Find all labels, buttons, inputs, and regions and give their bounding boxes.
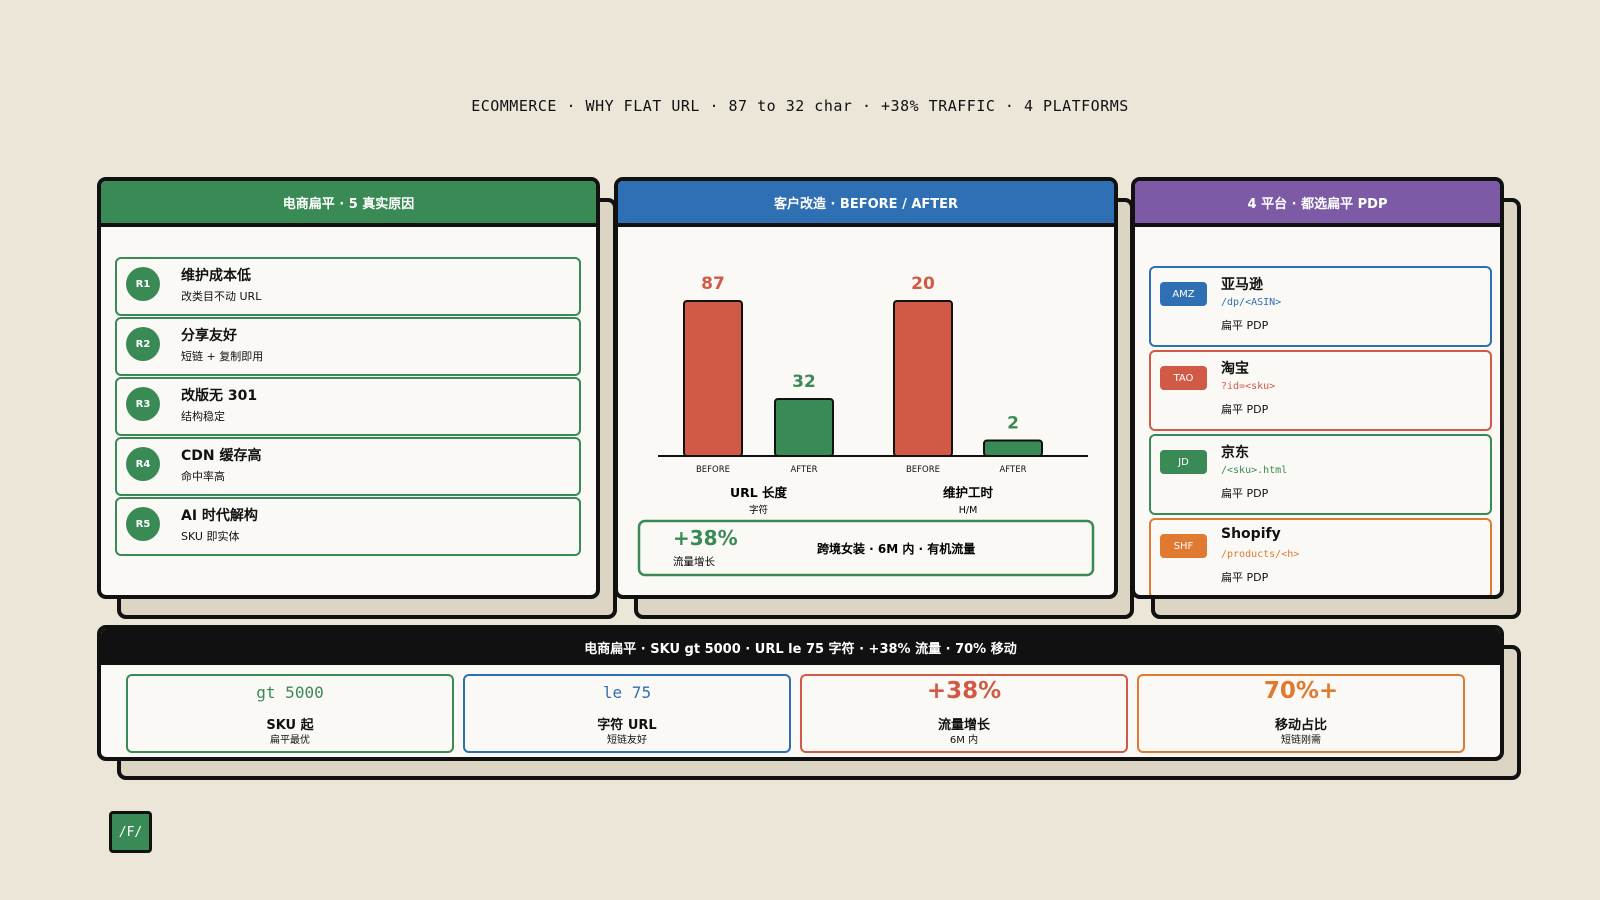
reason-badge: R2 bbox=[126, 327, 160, 361]
bar bbox=[683, 300, 743, 457]
stat-value: gt 5000 bbox=[256, 683, 324, 702]
reason-card: R5 AI 时代解构 SKU 即实体 bbox=[115, 497, 581, 556]
panel-title: 电商扁平 · SKU gt 5000 · URL le 75 字符 · +38%… bbox=[101, 629, 1500, 665]
bar-value: 20 bbox=[911, 274, 935, 294]
callout-label: 流量增长 bbox=[673, 555, 715, 568]
bar-label: BEFORE bbox=[696, 465, 730, 475]
platform-path: /dp/<ASIN> bbox=[1221, 297, 1282, 308]
platform-badge: JD bbox=[1160, 450, 1207, 474]
platform-card: SHF Shopify/products/<h> 扁平 PDP bbox=[1149, 518, 1492, 595]
platform-path: /<sku>.html bbox=[1221, 465, 1288, 476]
stat-note: 短链刚需 bbox=[1281, 735, 1321, 746]
reason-desc: 短链 + 复制即用 bbox=[181, 350, 264, 363]
bar bbox=[774, 397, 834, 457]
reason-title: CDN 缓存高 bbox=[181, 448, 262, 464]
bar-value: 32 bbox=[792, 372, 816, 392]
platform-card: JD 京东 /<sku>.html 扁平 PDP bbox=[1149, 434, 1492, 515]
platform-note: 扁平 PDP bbox=[1221, 403, 1269, 416]
reason-desc: 改类目不动 URL bbox=[181, 290, 262, 303]
platform-path: ?id=<sku> bbox=[1221, 381, 1276, 392]
stat-label: 移动占比 bbox=[1274, 718, 1327, 733]
callout-box bbox=[637, 519, 1095, 577]
group-unit: 字符 bbox=[749, 504, 768, 516]
bar-value: 87 bbox=[701, 274, 725, 294]
reason-card: R2 分享友好短链 + 复制即用 bbox=[115, 317, 581, 376]
stat-label: 流量增长 bbox=[937, 718, 990, 733]
platform-name: 京东 bbox=[1221, 445, 1249, 461]
reason-card: R3 改版无 301 结构稳定 bbox=[115, 377, 581, 436]
reason-badge: R3 bbox=[126, 387, 160, 421]
group-unit: H/M bbox=[959, 505, 978, 516]
platform-path: /products/<h> bbox=[1221, 549, 1300, 560]
panel-title: 电商扁平 · 5 真实原因 bbox=[101, 181, 596, 227]
stat-label: SKU 起 bbox=[266, 718, 314, 733]
stat-card: le 75 字符 URL 短链友好 bbox=[463, 674, 791, 753]
group-label: 维护工时 bbox=[943, 485, 994, 500]
platform-card: AMZ 亚马逊/dp/<ASIN> 扁平 PDP bbox=[1149, 266, 1492, 347]
reason-desc: 命中率高 bbox=[181, 470, 225, 483]
platform-badge: TAO bbox=[1160, 366, 1207, 390]
stat-label: 字符 URL bbox=[597, 718, 657, 733]
callout-value: +38% bbox=[673, 526, 738, 550]
reason-card: R4 CDN 缓存高 命中率高 bbox=[115, 437, 581, 496]
stat-card: gt 5000 SKU 起扁平最优 bbox=[126, 674, 454, 753]
footer-badge: /F/ bbox=[109, 811, 152, 853]
platform-note: 扁平 PDP bbox=[1221, 487, 1269, 500]
platform-badge: AMZ bbox=[1160, 282, 1207, 306]
bar bbox=[983, 439, 1043, 457]
reason-title: 改版无 301 bbox=[181, 388, 258, 404]
platform-note: 扁平 PDP bbox=[1221, 571, 1269, 584]
callout-desc: 跨境女装 · 6M 内 · 有机流量 bbox=[817, 541, 975, 556]
reason-card: R1 维护成本低改类目不动 URL bbox=[115, 257, 581, 316]
bar-label: AFTER bbox=[999, 465, 1026, 475]
platform-name: 亚马逊 bbox=[1221, 277, 1263, 293]
reason-title: 维护成本低 bbox=[181, 268, 251, 284]
bar-value: 2 bbox=[1007, 414, 1019, 434]
reason-desc: SKU 即实体 bbox=[181, 530, 240, 543]
platforms-panel: 4 平台 · 都选扁平 PDP AMZ 亚马逊/dp/<ASIN> 扁平 PDP TA… bbox=[1131, 177, 1504, 599]
reason-badge: R4 bbox=[126, 447, 160, 481]
platform-badge: SHF bbox=[1160, 534, 1207, 558]
reason-badge: R5 bbox=[126, 507, 160, 541]
stat-value: le 75 bbox=[602, 683, 652, 702]
platform-card: TAO 淘宝 ?id=<sku> 扁平 PDP bbox=[1149, 350, 1492, 431]
platform-note: 扁平 PDP bbox=[1221, 319, 1269, 332]
stat-card: 70%+ 移动占比短链刚需 bbox=[1137, 674, 1465, 753]
stat-value: +38% bbox=[926, 678, 1002, 704]
stat-note: 短链友好 bbox=[607, 735, 647, 746]
stat-note: 扁平最优 bbox=[270, 735, 310, 746]
reason-title: 分享友好 bbox=[181, 328, 237, 344]
stat-card: +38% 流量增长 6M 内 bbox=[800, 674, 1128, 753]
group-label: URL 长度 bbox=[730, 485, 788, 500]
bar bbox=[893, 300, 953, 457]
platform-name: 淘宝 bbox=[1221, 361, 1249, 377]
page-title: ECOMMERCE · WHY FLAT URL · 87 to 32 char… bbox=[471, 97, 1129, 115]
panel-title: 4 平台 · 都选扁平 PDP bbox=[1135, 181, 1500, 227]
reason-desc: 结构稳定 bbox=[181, 410, 225, 423]
reason-title: AI 时代解构 bbox=[181, 508, 258, 524]
platform-name: Shopify bbox=[1221, 526, 1281, 542]
bar-label: BEFORE bbox=[906, 465, 940, 475]
summary-panel: 电商扁平 · SKU gt 5000 · URL le 75 字符 · +38%… bbox=[97, 625, 1504, 761]
reason-badge: R1 bbox=[126, 267, 160, 301]
bar-label: AFTER bbox=[790, 465, 817, 475]
stat-note: 6M 内 bbox=[949, 735, 979, 746]
panel-title: 客户改造 · BEFORE / AFTER bbox=[618, 181, 1114, 227]
reasons-panel: 电商扁平 · 5 真实原因 R1 维护成本低改类目不动 URL R2 分享友好短链 +… bbox=[97, 177, 600, 599]
stat-value: 70%+ bbox=[1263, 678, 1339, 704]
